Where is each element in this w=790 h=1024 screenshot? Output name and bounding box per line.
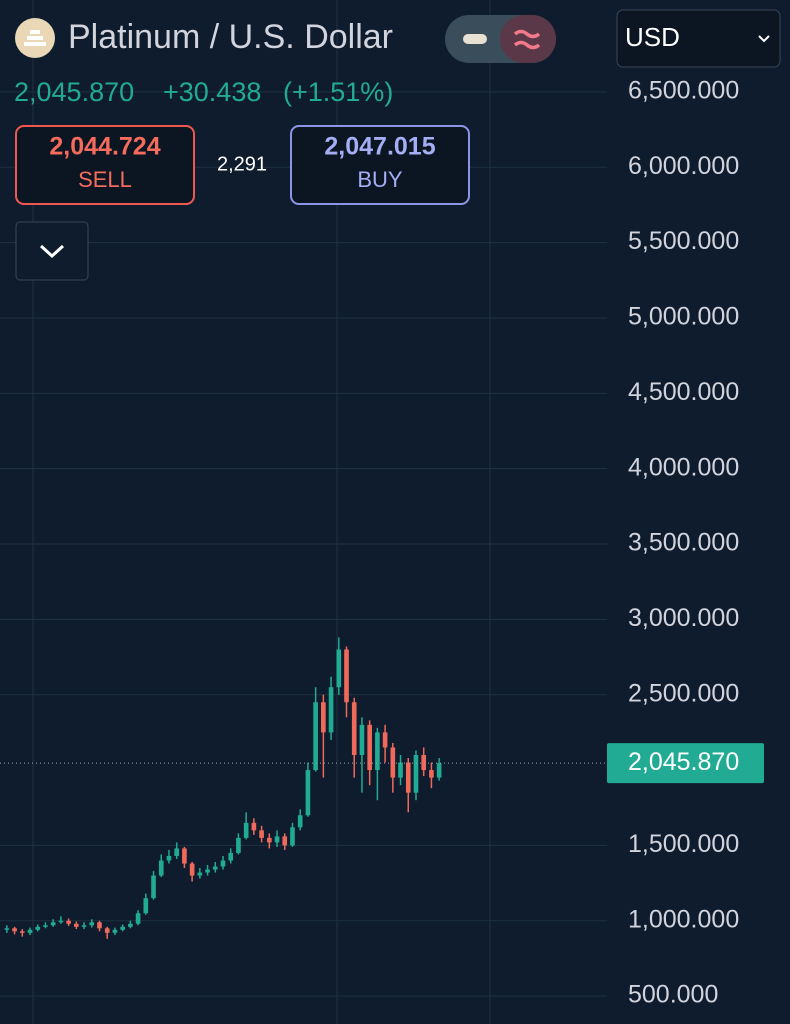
currency-select[interactable] xyxy=(616,9,781,68)
y-tick-label: 1,000.000 xyxy=(628,905,739,933)
candle-body xyxy=(290,827,295,846)
candle-body xyxy=(344,649,349,703)
y-tick-label: 4,500.000 xyxy=(628,378,739,406)
y-tick-label: 3,500.000 xyxy=(628,529,739,557)
plot xyxy=(0,91,607,997)
candle-body xyxy=(321,702,326,733)
candle-body xyxy=(135,913,141,924)
candle-body xyxy=(212,866,218,870)
y-tick-label: 4,000.000 xyxy=(628,453,739,481)
candle-body xyxy=(336,649,342,688)
candle-body xyxy=(243,822,249,838)
candle-body xyxy=(282,836,288,846)
expand-chevron xyxy=(39,244,65,259)
candle-body xyxy=(112,929,118,933)
candle-body xyxy=(228,852,234,861)
sell-price: 2,044.724 xyxy=(49,133,160,161)
last-price-tag xyxy=(607,743,764,784)
y-tick-label: 1,500.000 xyxy=(628,830,739,858)
candle-body xyxy=(19,931,25,933)
candle-body xyxy=(313,702,318,771)
candle-body xyxy=(421,755,427,771)
candle-body xyxy=(382,732,388,748)
candle-body xyxy=(189,863,195,876)
last-price: 2,045.870 xyxy=(14,77,134,107)
candle-body xyxy=(58,920,64,923)
y-tick-label: 6,500.000 xyxy=(628,77,739,105)
candle-body xyxy=(390,747,396,778)
candle-body xyxy=(236,837,241,853)
candle-body xyxy=(66,920,71,924)
currency-label: USD xyxy=(625,22,680,52)
candle-body xyxy=(429,770,434,778)
candle-body xyxy=(43,925,48,927)
spread: 2,291 xyxy=(217,153,267,175)
expand-button[interactable] xyxy=(15,221,89,281)
candle-body xyxy=(398,762,403,778)
candle-body xyxy=(81,925,87,927)
candle-body xyxy=(151,875,156,899)
last-price-tag-label: 2,045.870 xyxy=(628,748,739,776)
y-tick-label: 6,000.000 xyxy=(628,152,739,180)
symbol-title: Platinum / U.S. Dollar xyxy=(68,18,393,56)
candle-body xyxy=(251,822,257,831)
candle-body xyxy=(104,928,110,933)
icon-glyph xyxy=(24,30,46,46)
candle-body xyxy=(74,923,79,927)
y-tick-label: 5,500.000 xyxy=(628,227,739,255)
candle-body xyxy=(305,770,311,816)
toggle-icon xyxy=(513,29,541,50)
candle-body xyxy=(328,687,334,733)
buy-button[interactable] xyxy=(290,125,470,205)
candle-body xyxy=(97,922,102,929)
candle-body xyxy=(274,836,280,843)
candle-body xyxy=(413,755,419,793)
candle-body xyxy=(351,702,357,756)
candle-body xyxy=(197,872,203,876)
candle-body xyxy=(174,848,179,856)
candle-body xyxy=(405,762,411,793)
price-change: +30.438 xyxy=(163,77,261,107)
candle-body xyxy=(367,724,372,771)
candle-body xyxy=(158,860,164,876)
candle-body xyxy=(89,922,95,926)
candle-body xyxy=(143,898,149,914)
candle-body xyxy=(436,763,442,778)
candle-body xyxy=(50,922,56,926)
candle-body xyxy=(375,732,380,771)
sell-label: SELL xyxy=(78,167,132,192)
candle-body xyxy=(297,815,303,828)
sell-button[interactable] xyxy=(15,125,195,205)
candle-body xyxy=(205,869,210,873)
candle-body xyxy=(220,860,226,867)
candle-body xyxy=(128,923,133,927)
toggle-icon xyxy=(463,34,487,44)
toggle-right[interactable] xyxy=(500,15,556,63)
candle-body xyxy=(166,855,172,861)
candle-body xyxy=(259,830,264,838)
candle-body xyxy=(12,928,17,932)
y-tick-label: 5,000.000 xyxy=(628,303,739,331)
candle-body xyxy=(4,928,10,930)
candle-body xyxy=(182,848,187,864)
y-tick-label: 500.000 xyxy=(628,981,718,1009)
y-tick-label: 3,000.000 xyxy=(628,604,739,632)
buy-label: BUY xyxy=(357,167,403,192)
candle-body xyxy=(120,926,125,930)
price-change-pct: (+1.51%) xyxy=(283,77,393,107)
candle-body xyxy=(359,724,365,756)
select-chevron xyxy=(758,35,770,43)
buy-price: 2,047.015 xyxy=(324,133,435,161)
candle-body xyxy=(267,837,272,843)
candle-body xyxy=(27,929,33,933)
y-tick-label: 2,500.000 xyxy=(628,679,739,707)
candle-body xyxy=(35,926,41,930)
